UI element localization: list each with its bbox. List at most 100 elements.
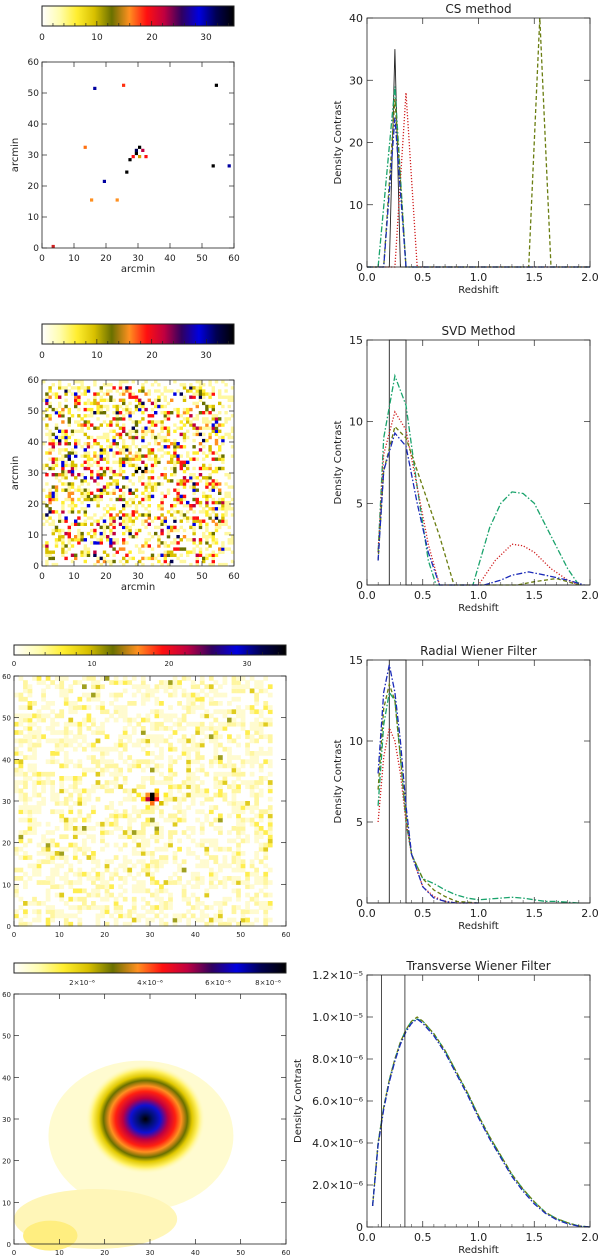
- map-pixel: [254, 755, 259, 760]
- map-pixel: [32, 896, 37, 902]
- plot-frame: [366, 17, 591, 268]
- y-tick-label: 0: [356, 1221, 363, 1234]
- map-pixel: [109, 759, 114, 765]
- map-pixel: [58, 473, 62, 477]
- map-pixel: [195, 755, 201, 760]
- map-pixel: [93, 398, 97, 402]
- map-pixel: [236, 801, 241, 806]
- map-pixel: [145, 792, 150, 798]
- map-pixel: [74, 466, 78, 471]
- map-pixel: [122, 809, 128, 815]
- map-pixel: [195, 871, 201, 877]
- colorbar-ticks: [41, 339, 229, 344]
- map-pixel: [214, 380, 219, 384]
- map-pixel: [50, 738, 55, 744]
- map-pixel: [213, 771, 219, 777]
- map-pixel: [118, 432, 123, 437]
- map-pixel: [109, 482, 113, 486]
- map-pixel: [95, 684, 101, 690]
- map-pixel: [100, 767, 105, 773]
- map-pixel: [267, 751, 273, 756]
- map-pixel: [173, 553, 177, 557]
- map-pixel: [177, 801, 182, 806]
- map-pixel: [63, 701, 69, 706]
- map-pixel: [141, 519, 145, 523]
- map-pixel: [54, 809, 60, 815]
- map-pixel: [64, 435, 68, 440]
- map-pixel: [186, 553, 190, 557]
- map-pixel: [45, 859, 51, 865]
- map-pixel: [102, 179, 106, 183]
- map-pixel: [100, 821, 105, 827]
- map-pixel: [80, 488, 84, 492]
- map-pixel: [211, 531, 215, 536]
- map-pixel: [91, 680, 96, 685]
- map-pixel: [118, 398, 123, 402]
- map-pixel: [205, 500, 209, 505]
- map-pixel: [186, 721, 191, 727]
- map-pixel: [68, 867, 74, 873]
- map-pixel: [91, 834, 96, 840]
- map-pixel: [83, 519, 87, 523]
- map-pixel: [150, 721, 155, 727]
- map-pixel: [61, 504, 65, 508]
- map-pixel: [45, 880, 51, 885]
- map-pixel: [240, 726, 246, 731]
- map-pixel: [236, 880, 241, 885]
- map-pixel: [72, 855, 78, 860]
- map-pixel: [154, 435, 158, 440]
- map-pixel: [131, 442, 135, 446]
- map-pixel: [36, 880, 42, 885]
- map-pixel: [45, 830, 51, 835]
- map-pixel: [227, 398, 231, 402]
- map-pixel: [131, 809, 137, 815]
- map-pixel: [176, 497, 180, 502]
- map-pixel: [64, 460, 68, 464]
- map-pixel: [267, 721, 273, 727]
- x-tick-label: 60: [228, 254, 240, 264]
- map-pixel: [54, 751, 60, 756]
- map-pixel: [131, 796, 137, 802]
- map-pixel: [172, 692, 178, 698]
- map-pixel: [32, 817, 37, 823]
- map-pixel: [122, 491, 126, 495]
- map-pixel: [140, 680, 146, 685]
- map-pixel: [77, 801, 83, 806]
- map-pixel: [218, 550, 222, 554]
- map-pixel: [68, 826, 74, 831]
- map-pixel: [67, 423, 71, 427]
- map-pixel: [118, 451, 123, 455]
- map-pixel: [91, 696, 96, 702]
- map-pixel: [157, 535, 161, 539]
- map-pixel: [90, 476, 94, 480]
- map-pixel: [93, 535, 97, 539]
- map-pixel: [214, 457, 219, 461]
- map-pixel: [109, 859, 114, 865]
- map-pixel: [83, 510, 87, 514]
- map-pixel: [125, 407, 129, 412]
- map-pixel: [218, 830, 223, 835]
- map-pixel: [70, 497, 75, 502]
- map-pixel: [99, 445, 103, 449]
- colorbar-tick-label: 30: [243, 660, 252, 668]
- map-pixel: [51, 460, 55, 464]
- map-pixel: [14, 876, 19, 881]
- map-pixel: [176, 442, 180, 446]
- map-pixel: [154, 460, 158, 464]
- map-pixel: [186, 451, 190, 455]
- map-pixel: [198, 389, 203, 393]
- map-pixel: [115, 432, 119, 437]
- map-pixel: [192, 445, 196, 449]
- map-pixel: [198, 383, 203, 387]
- map-pixel: [51, 473, 55, 477]
- map-pixel: [145, 921, 151, 927]
- map-pixel: [42, 417, 46, 421]
- map-pixel: [199, 913, 205, 919]
- map-pixel: [227, 863, 232, 869]
- map-pixel: [90, 401, 94, 406]
- map-pixel: [145, 821, 151, 827]
- map-pixel: [249, 809, 255, 815]
- map-pixel: [224, 473, 228, 477]
- map-pixel: [74, 463, 78, 468]
